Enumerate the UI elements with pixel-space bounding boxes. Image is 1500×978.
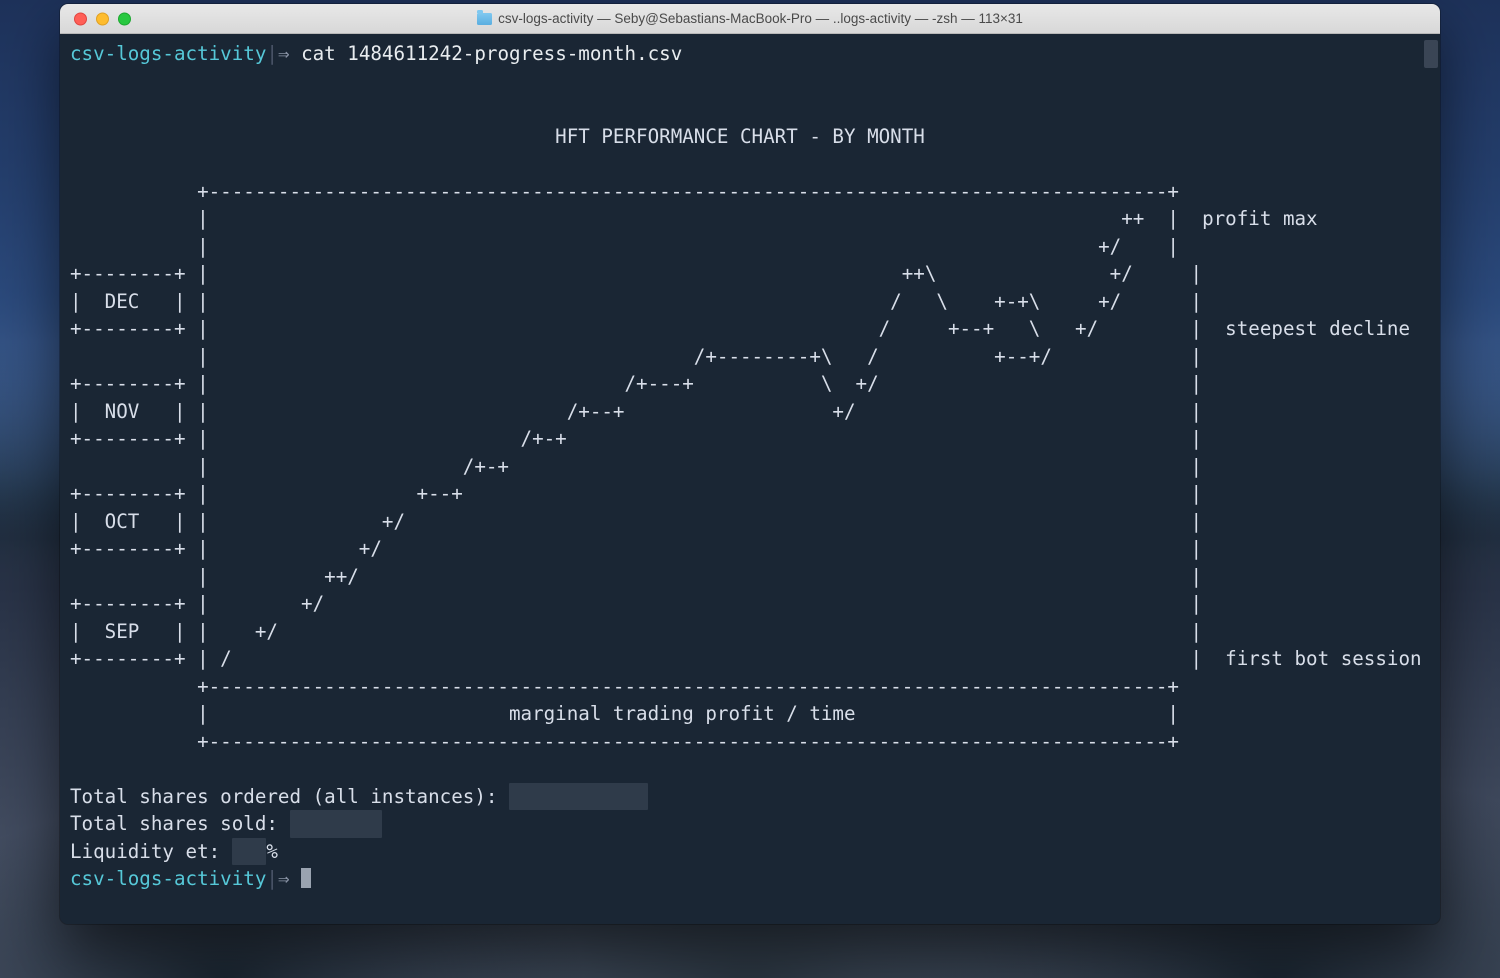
command-text: cat 1484611242-progress-month.csv xyxy=(301,42,682,65)
stats-line-3: Liquidity et: xyxy=(70,840,232,863)
chart-line: +--------+ | +--+ | xyxy=(70,482,1202,505)
zoom-icon[interactable] xyxy=(118,12,131,25)
chart-line: +--------+ | +/ | xyxy=(70,592,1202,615)
prompt-dir: csv-logs-activity xyxy=(70,42,266,65)
redacted-value xyxy=(509,783,648,811)
terminal-body[interactable]: csv-logs-activity|⇒ cat 1484611242-progr… xyxy=(60,34,1440,924)
prompt-pipe: | xyxy=(266,867,278,890)
chart-line: +---------------------------------------… xyxy=(70,675,1179,698)
traffic-lights xyxy=(74,12,131,25)
terminal-window: csv-logs-activity — Seby@Sebastians-MacB… xyxy=(60,4,1440,924)
redacted-value xyxy=(290,810,382,838)
stats-line-1: Total shares ordered (all instances): xyxy=(70,785,509,808)
cursor xyxy=(301,868,311,888)
chart-line: | DEC | | / \ +-+\ +/ | xyxy=(70,290,1202,313)
chart-line: | NOV | | /+--+ +/ | xyxy=(70,400,1202,423)
chart-line: | /+-+ | xyxy=(70,455,1202,478)
chart-title: HFT PERFORMANCE CHART - BY MONTH xyxy=(70,125,925,148)
chart-line: +--------+ | / | first bot session xyxy=(70,647,1422,670)
chart-line: +--------+ | ++\ +/ | xyxy=(70,262,1202,285)
chart-line: +--------+ | / +--+ \ +/ | steepest decl… xyxy=(70,317,1410,340)
folder-icon xyxy=(477,13,492,25)
chart-line: | SEP | | +/ | xyxy=(70,620,1202,643)
chart-line: | marginal trading profit / time | xyxy=(70,702,1179,725)
stats-line-2: Total shares sold: xyxy=(70,812,290,835)
chart-line: +--------+ | /+-+ | xyxy=(70,427,1202,450)
chart-line: +--------+ | +/ | xyxy=(70,537,1202,560)
close-icon[interactable] xyxy=(74,12,87,25)
chart-line: | OCT | | +/ | xyxy=(70,510,1202,533)
prompt-pipe: | xyxy=(266,42,278,65)
chart-line: | ++/ | xyxy=(70,565,1202,588)
window-title-text: csv-logs-activity — Seby@Sebastians-MacB… xyxy=(498,11,1023,26)
minimize-icon[interactable] xyxy=(96,12,109,25)
chart-line: | ++ | profit max xyxy=(70,207,1318,230)
scrollbar-thumb[interactable] xyxy=(1424,40,1438,68)
chart-line: | /+--------+\ / +--+/ | xyxy=(70,345,1202,368)
stats-line-3-suffix: % xyxy=(266,840,278,863)
prompt-arrow: ⇒ xyxy=(278,867,301,890)
prompt-arrow: ⇒ xyxy=(278,42,301,65)
chart-line: +---------------------------------------… xyxy=(70,730,1179,753)
chart-line: +---------------------------------------… xyxy=(70,180,1179,203)
prompt-dir: csv-logs-activity xyxy=(70,867,266,890)
window-titlebar[interactable]: csv-logs-activity — Seby@Sebastians-MacB… xyxy=(60,4,1440,34)
window-title: csv-logs-activity — Seby@Sebastians-MacB… xyxy=(477,11,1023,26)
redacted-value xyxy=(232,838,267,866)
chart-line: | +/ | xyxy=(70,235,1179,258)
chart-line: +--------+ | /+---+ \ +/ | xyxy=(70,372,1202,395)
